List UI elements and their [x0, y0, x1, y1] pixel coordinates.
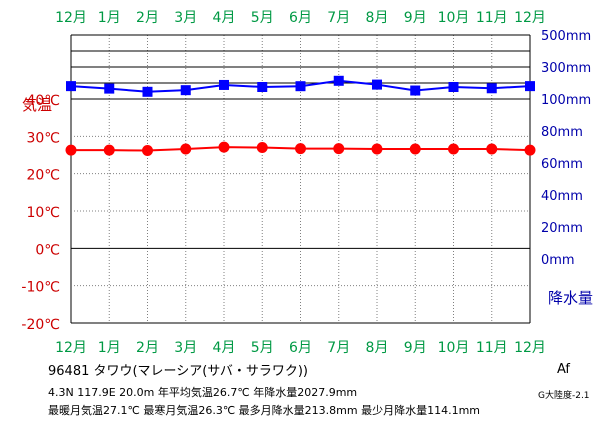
month-label-top: 1月 — [98, 10, 121, 26]
bottom-month-labels: 12月 1月 2月 3月 4月 5月 6月 7月 8月 9月 10月 11月 12月 — [55, 340, 546, 356]
precipitation-tick-label: 300mm — [541, 61, 591, 76]
temperature-tick-label: 20℃ — [26, 168, 60, 184]
temperature-point — [103, 144, 115, 156]
temperature-tick-label: -10℃ — [21, 280, 60, 296]
month-label-bottom: 12月 — [55, 340, 87, 356]
month-label-bottom: 2月 — [136, 340, 159, 356]
precipitation-axis: 500mm 300mm 100mm 80mm 60mm 40mm 20mm 0mm 降水量 — [541, 29, 593, 307]
month-label-bottom: 1月 — [98, 340, 121, 356]
station-summary: 4.3N 117.9E 20.0m 年平均気温26.7℃ 年降水量2027.9m… — [48, 386, 358, 399]
temperature-point — [409, 143, 421, 155]
month-label-bottom: 5月 — [251, 340, 274, 356]
precipitation-series — [66, 75, 535, 97]
temperature-point — [142, 145, 153, 157]
precipitation-point — [410, 85, 421, 96]
temperature-tick-label: 10℃ — [26, 205, 60, 221]
temperature-point — [295, 143, 306, 155]
precipitation-tick-label: 500mm — [541, 29, 591, 44]
precipitation-point — [372, 79, 382, 90]
precipitation-point — [104, 83, 115, 94]
precipitation-point — [219, 79, 229, 90]
precipitation-tick-label: 0mm — [541, 253, 575, 268]
temperature-point — [371, 143, 383, 155]
precipitation-point — [257, 82, 268, 92]
precipitation-point — [525, 81, 535, 92]
precipitation-point — [448, 82, 459, 92]
month-label-top: 12月 — [514, 10, 546, 26]
precipitation-point — [295, 81, 306, 92]
month-label-bottom: 9月 — [404, 340, 427, 356]
temperature-axis-title: 気温 — [22, 96, 52, 114]
temperature-point — [180, 143, 192, 155]
month-label-bottom: 8月 — [366, 340, 389, 356]
temperature-tick-label: 40℃ — [26, 93, 60, 109]
station-name: 96481 タワウ(マレーシア(サバ・サラワク)) — [48, 364, 308, 379]
temperature-point — [486, 143, 498, 155]
temperature-tick-label: 0℃ — [35, 242, 60, 258]
precipitation-point — [66, 81, 76, 92]
climate-chart: 12月 1月 2月 3月 4月 5月 6月 7月 8月 9月 10月 11月 12月 12月 1月 2月 3月… — [21, 10, 593, 356]
month-label-top: 4月 — [213, 10, 236, 26]
month-label-top: 2月 — [136, 10, 159, 26]
temperature-point — [333, 143, 345, 155]
month-label-top: 11月 — [476, 10, 508, 26]
precipitation-tick-label: 40mm — [541, 189, 583, 204]
temperature-tick-label: 30℃ — [26, 130, 60, 146]
temperature-point — [218, 141, 230, 153]
month-label-bottom: 7月 — [327, 340, 350, 356]
precipitation-point — [142, 86, 153, 97]
month-label-top: 7月 — [327, 10, 350, 26]
top-month-labels: 12月 1月 2月 3月 4月 5月 6月 7月 8月 9月 10月 11月 12月 — [55, 10, 546, 26]
month-label-top: 5月 — [251, 10, 274, 26]
climate-classification: Af — [557, 362, 571, 377]
station-extremes: 最暖月気温27.1℃ 最寒月気温26.3℃ 最多月降水量213.8mm 最少月降… — [48, 404, 481, 417]
temperature-point — [65, 144, 77, 156]
grid-lines — [70, 34, 531, 324]
month-label-top: 9月 — [404, 10, 427, 26]
temperature-point — [256, 142, 268, 154]
temperature-series — [65, 141, 536, 157]
month-label-top: 3月 — [174, 10, 197, 26]
month-label-bottom: 12月 — [514, 340, 546, 356]
month-label-bottom: 11月 — [476, 340, 508, 356]
temperature-tick-label: -20℃ — [21, 317, 60, 333]
precipitation-tick-label: 20mm — [541, 221, 583, 236]
month-label-top: 10月 — [438, 10, 470, 26]
month-label-bottom: 10月 — [438, 340, 470, 356]
precipitation-tick-label: 60mm — [541, 157, 583, 172]
precipitation-point — [180, 85, 191, 96]
precipitation-point — [486, 83, 497, 94]
precipitation-tick-label: 80mm — [541, 125, 583, 140]
month-label-top: 8月 — [366, 10, 389, 26]
month-label-bottom: 3月 — [174, 340, 197, 356]
temperature-point — [448, 143, 459, 155]
month-label-top: 6月 — [289, 10, 312, 26]
precipitation-tick-label: 100mm — [541, 93, 591, 108]
precipitation-axis-title: 降水量 — [548, 289, 593, 307]
month-label-bottom: 4月 — [213, 340, 236, 356]
temperature-point — [524, 144, 536, 156]
month-label-bottom: 6月 — [289, 340, 312, 356]
precipitation-point — [333, 75, 344, 86]
continentality-index: G大陸度-2.1 — [538, 391, 590, 401]
month-label-top: 12月 — [55, 10, 87, 26]
